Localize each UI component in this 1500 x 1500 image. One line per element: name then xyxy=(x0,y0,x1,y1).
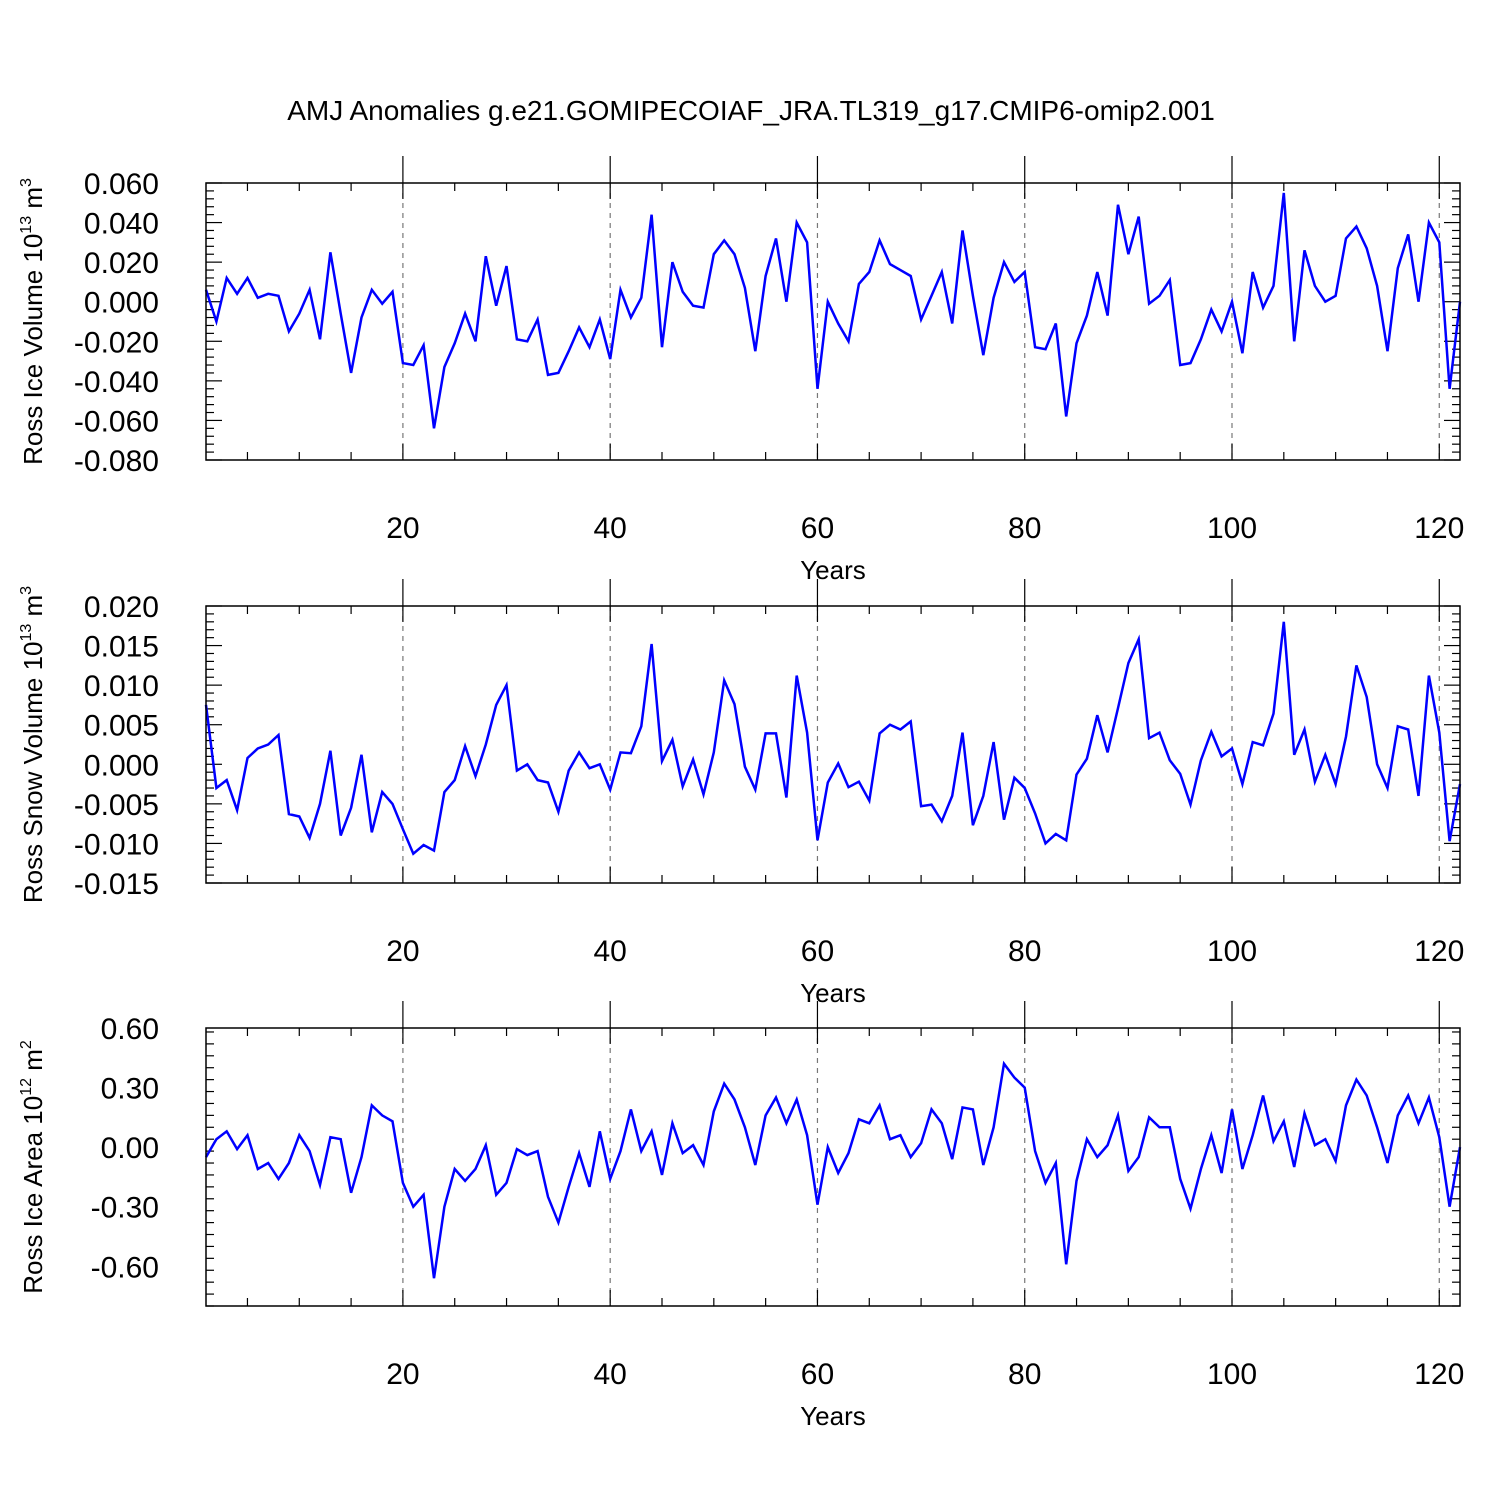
x-tick-label: 80 xyxy=(1008,512,1041,545)
y-tick-label: -0.005 xyxy=(74,789,159,822)
y-axis-label: Ross Snow Volume 1013 m3 xyxy=(18,586,48,903)
x-tick-label: 60 xyxy=(801,512,834,545)
figure-title: AMJ Anomalies g.e21.GOMIPECOIAF_JRA.TL31… xyxy=(287,95,1215,126)
y-tick-label: 0.30 xyxy=(101,1073,159,1106)
plot-frame xyxy=(205,1027,1461,1307)
x-tick-label: 100 xyxy=(1207,1358,1257,1391)
y-tick-label: -0.015 xyxy=(74,868,159,901)
x-axis-label: Years xyxy=(800,555,866,585)
x-tick-label: 20 xyxy=(386,935,419,968)
y-tick-label: 0.020 xyxy=(84,591,159,624)
x-tick-label: 20 xyxy=(386,512,419,545)
y-tick-label: -0.040 xyxy=(74,366,159,399)
x-tick-label: 100 xyxy=(1207,935,1257,968)
x-tick-label: 40 xyxy=(593,1358,626,1391)
y-tick-label: 0.00 xyxy=(101,1132,159,1165)
plot-frame xyxy=(205,605,1461,884)
x-axis-label: Years xyxy=(800,978,866,1008)
y-tick-label: -0.060 xyxy=(74,405,159,438)
x-tick-label: 60 xyxy=(801,1358,834,1391)
y-tick-label: -0.080 xyxy=(74,445,159,478)
y-tick-label: 0.015 xyxy=(84,631,159,664)
y-tick-label: 0.60 xyxy=(101,1013,159,1046)
x-tick-label: 120 xyxy=(1414,935,1464,968)
series-line xyxy=(204,621,1462,856)
y-tick-label: -0.020 xyxy=(74,326,159,359)
x-axis-label: Years xyxy=(800,1401,866,1431)
x-tick-label: 40 xyxy=(593,512,626,545)
y-tick-label: 0.010 xyxy=(84,670,159,703)
y-tick-label: 0.000 xyxy=(84,287,159,320)
x-tick-label: 40 xyxy=(593,935,626,968)
y-tick-label: -0.60 xyxy=(91,1251,159,1284)
y-tick-label: 0.060 xyxy=(84,168,159,201)
x-tick-label: 80 xyxy=(1008,935,1041,968)
y-tick-label: 0.040 xyxy=(84,208,159,241)
series-line xyxy=(204,1060,1462,1279)
y-tick-label: 0.005 xyxy=(84,710,159,743)
panels: -0.080 -0.060 -0.040 -0.020 0.000 0.020 0.040 0… xyxy=(18,156,1464,1431)
y-tick-label: 0.020 xyxy=(84,247,159,280)
x-tick-label: 100 xyxy=(1207,512,1257,545)
chart-panel-ice-area: -0.60 -0.30 0.00 0.30 0.60 20 40 60 80 100 120 Year… xyxy=(18,1001,1464,1431)
x-tick-label: 20 xyxy=(386,1358,419,1391)
x-tick-label: 120 xyxy=(1414,1358,1464,1391)
series-line xyxy=(204,192,1462,429)
y-tick-label: 0.000 xyxy=(84,749,159,782)
chart-panel-ice-volume: -0.080 -0.060 -0.040 -0.020 0.000 0.020 0.040 0… xyxy=(18,156,1464,585)
y-axis-label: Ross Ice Area 1012 m2 xyxy=(18,1040,48,1294)
y-tick-label: -0.30 xyxy=(91,1192,159,1225)
x-tick-label: 60 xyxy=(801,935,834,968)
y-tick-label: -0.010 xyxy=(74,828,159,861)
y-axis-label: Ross Ice Volume 1013 m3 xyxy=(18,178,48,465)
x-tick-label: 120 xyxy=(1414,512,1464,545)
chart-panel-snow-volume: -0.015 -0.010 -0.005 0.000 0.005 0.010 0.015 0.… xyxy=(18,579,1464,1008)
plot-frame xyxy=(205,182,1461,461)
x-tick-label: 80 xyxy=(1008,1358,1041,1391)
